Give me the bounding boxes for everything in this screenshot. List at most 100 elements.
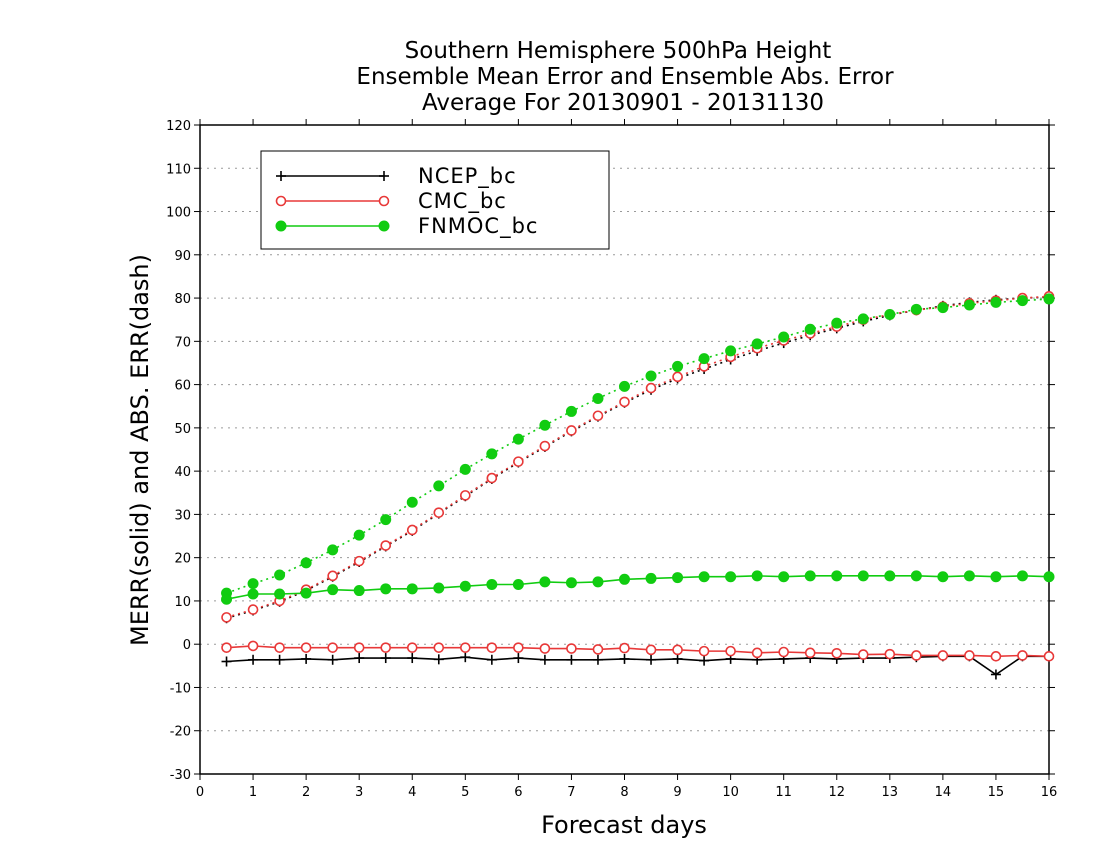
point-merr-cmc-bc bbox=[460, 642, 471, 653]
point-merr-fnmoc-bc bbox=[221, 593, 233, 605]
point-merr-ncep-bc bbox=[460, 652, 471, 663]
y-tick-label: -10 bbox=[170, 681, 191, 696]
point-merr-fnmoc-bc bbox=[937, 571, 949, 583]
point-abs-fnmoc-bc bbox=[645, 370, 657, 382]
y-tick-label: -30 bbox=[170, 768, 191, 783]
point-merr-fnmoc-bc bbox=[619, 573, 630, 585]
point-merr-cmc-bc bbox=[619, 642, 630, 654]
point-abs-cmc-bc bbox=[247, 604, 259, 615]
x-tick-label: 0 bbox=[196, 785, 204, 800]
legend-marker-end bbox=[378, 195, 390, 207]
legend-label-cmc-bc: CMC_bc bbox=[418, 189, 507, 214]
point-abs-cmc-bc bbox=[566, 425, 577, 436]
x-tick-label: 3 bbox=[355, 785, 363, 800]
y-tick-label: 40 bbox=[174, 465, 191, 480]
legend-label-fnmoc-bc: FNMOC_bc bbox=[418, 214, 538, 239]
point-merr-ncep-bc bbox=[301, 653, 312, 664]
title-line-2: Ensemble Mean Error and Ensemble Abs. Er… bbox=[356, 64, 894, 90]
point-abs-fnmoc-bc bbox=[433, 480, 445, 492]
point-merr-cmc-bc bbox=[566, 643, 577, 654]
point-merr-cmc-bc bbox=[937, 650, 949, 661]
point-merr-fnmoc-bc bbox=[327, 584, 339, 596]
legend-marker-end bbox=[378, 220, 390, 232]
point-abs-cmc-bc bbox=[513, 456, 524, 467]
point-merr-ncep-bc bbox=[672, 653, 683, 664]
x-tick-label: 11 bbox=[775, 785, 792, 800]
x-tick-label: 14 bbox=[935, 785, 952, 800]
point-merr-cmc-bc bbox=[911, 650, 922, 661]
point-abs-fnmoc-bc bbox=[672, 360, 684, 372]
series-layer bbox=[221, 291, 1055, 680]
series-line-merr-ncep-bc bbox=[226, 655, 1049, 676]
point-merr-cmc-bc bbox=[990, 651, 1002, 662]
y-tick-label: 90 bbox=[174, 249, 191, 264]
point-abs-fnmoc-bc bbox=[327, 544, 339, 556]
point-merr-fnmoc-bc bbox=[778, 571, 790, 583]
y-tick-label: 100 bbox=[166, 206, 191, 221]
point-abs-fnmoc-bc bbox=[831, 317, 843, 329]
point-merr-ncep-bc bbox=[221, 656, 232, 667]
point-merr-fnmoc-bc bbox=[751, 570, 763, 582]
y-tick-label: -20 bbox=[170, 725, 191, 740]
point-merr-ncep-bc bbox=[646, 654, 657, 665]
point-merr-ncep-bc bbox=[274, 654, 285, 665]
legend-box bbox=[260, 150, 610, 250]
series-line-abs-cmc-bc bbox=[226, 295, 1050, 619]
x-tick-label: 8 bbox=[620, 785, 628, 800]
y-tick-label: 10 bbox=[174, 595, 191, 610]
point-merr-cmc-bc bbox=[353, 642, 365, 653]
point-merr-cmc-bc bbox=[433, 642, 445, 653]
y-tick-label: 0 bbox=[183, 638, 191, 653]
point-merr-ncep-bc bbox=[513, 653, 524, 664]
point-abs-fnmoc-bc bbox=[857, 313, 869, 325]
point-merr-fnmoc-bc bbox=[406, 583, 418, 595]
x-axis-label: Forecast days bbox=[541, 811, 707, 839]
legend-marker-end bbox=[379, 171, 389, 181]
point-merr-fnmoc-bc bbox=[247, 588, 259, 600]
point-merr-fnmoc-bc bbox=[486, 578, 498, 590]
point-merr-cmc-bc bbox=[300, 642, 312, 653]
point-merr-fnmoc-bc bbox=[672, 572, 684, 584]
x-tick-label: 6 bbox=[514, 785, 522, 800]
point-merr-ncep-bc bbox=[407, 653, 418, 664]
point-merr-cmc-bc bbox=[1043, 651, 1055, 662]
point-abs-cmc-bc bbox=[406, 524, 418, 536]
x-tick-label: 5 bbox=[461, 785, 469, 800]
point-abs-cmc-bc bbox=[460, 490, 471, 501]
x-tick-label: 15 bbox=[988, 785, 1005, 800]
legend-marker-start bbox=[276, 171, 286, 181]
point-merr-ncep-bc bbox=[380, 653, 391, 664]
point-abs-cmc-bc bbox=[539, 440, 551, 452]
point-merr-fnmoc-bc bbox=[1043, 571, 1055, 583]
point-merr-cmc-bc bbox=[406, 642, 418, 653]
point-abs-fnmoc-bc bbox=[353, 529, 365, 541]
point-abs-fnmoc-bc bbox=[459, 463, 471, 475]
point-merr-cmc-bc bbox=[1017, 650, 1028, 661]
point-merr-cmc-bc bbox=[274, 642, 285, 653]
y-tick-label: 20 bbox=[174, 552, 191, 567]
point-abs-cmc-bc bbox=[672, 371, 683, 383]
point-abs-fnmoc-bc bbox=[300, 557, 312, 569]
x-tick-label: 10 bbox=[722, 785, 739, 800]
point-merr-fnmoc-bc bbox=[353, 585, 365, 597]
y-tick-label: 120 bbox=[166, 119, 191, 134]
point-merr-cmc-bc bbox=[513, 642, 524, 653]
y-tick-label: 50 bbox=[174, 422, 191, 437]
point-merr-fnmoc-bc bbox=[645, 572, 657, 584]
legend-marker-start bbox=[275, 195, 287, 207]
point-merr-ncep-bc bbox=[990, 669, 1001, 680]
point-merr-fnmoc-bc bbox=[433, 582, 445, 594]
y-tick-label: 70 bbox=[174, 335, 191, 350]
point-merr-fnmoc-bc bbox=[300, 587, 312, 599]
point-merr-cmc-bc bbox=[831, 647, 843, 659]
legend-entry-cmc-bc: CMC_bc bbox=[275, 189, 507, 214]
point-merr-fnmoc-bc bbox=[512, 578, 524, 590]
point-merr-cmc-bc bbox=[964, 650, 975, 661]
point-abs-fnmoc-bc bbox=[1043, 293, 1055, 305]
point-merr-fnmoc-bc bbox=[1016, 570, 1028, 582]
point-merr-cmc-bc bbox=[327, 642, 338, 653]
point-merr-fnmoc-bc bbox=[539, 576, 551, 588]
point-abs-cmc-bc bbox=[645, 382, 657, 394]
